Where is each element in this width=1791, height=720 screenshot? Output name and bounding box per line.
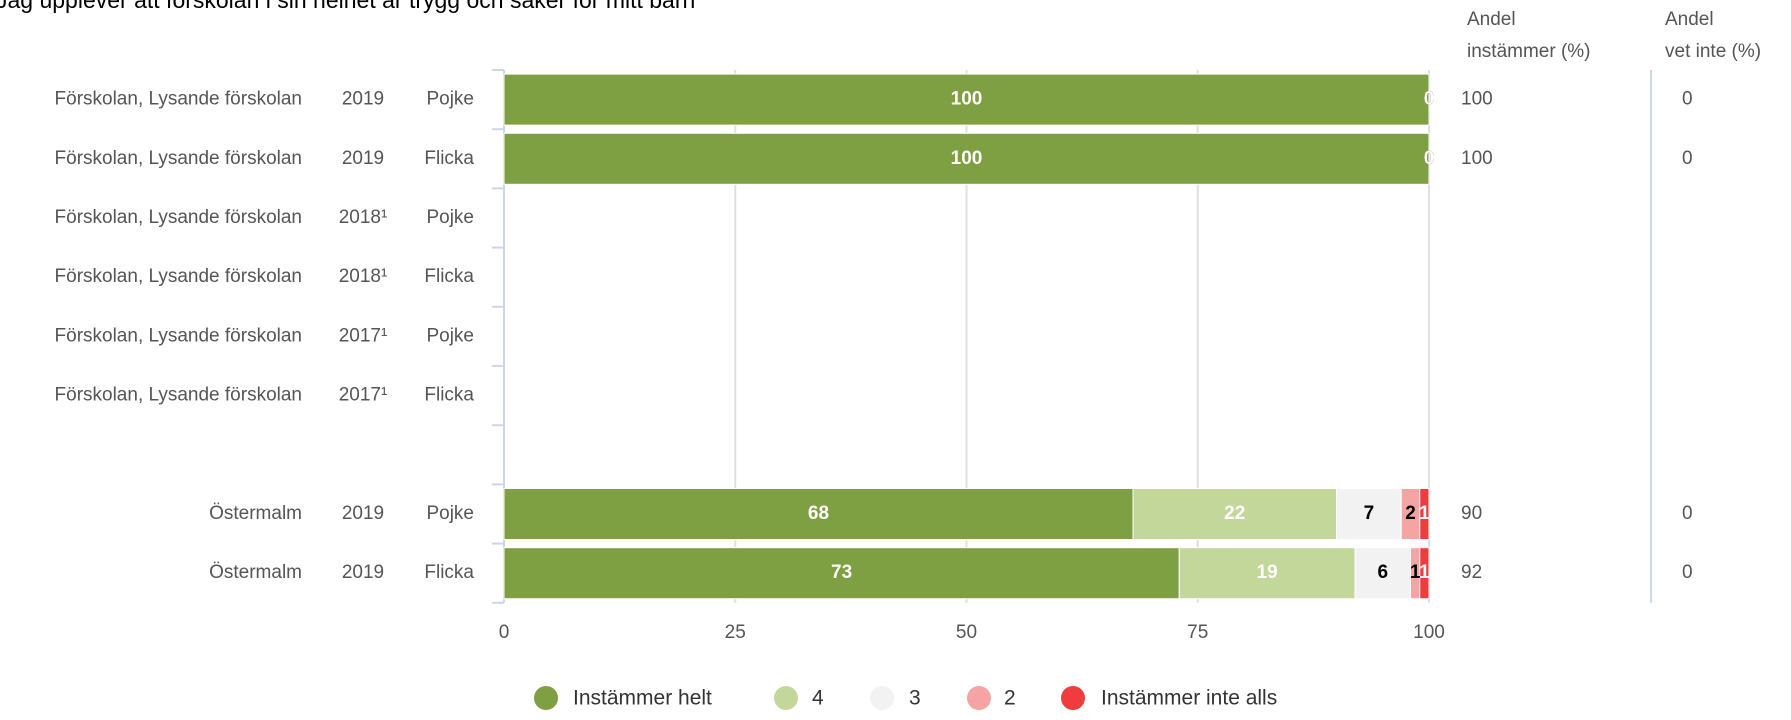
bar-segment [503, 488, 1134, 540]
row-gender-label: Pojke [426, 503, 474, 524]
bar-segment [503, 132, 1430, 185]
row-gender-label: Pojke [426, 207, 474, 228]
data-label: 0 [1424, 89, 1435, 110]
data-label: 0 [1424, 89, 1435, 110]
legend-label: 4 [812, 687, 824, 710]
legend-label: Instämmer inte alls [1101, 687, 1277, 710]
row-group-label: Östermalm [209, 562, 302, 583]
row-year-label: 2017¹ [339, 325, 388, 346]
bar-segment [503, 547, 1180, 600]
data-label: 0 [1424, 89, 1435, 110]
row-gender-label: Flicka [424, 266, 474, 287]
bar-segment [1132, 488, 1337, 540]
data-label: 1 [1410, 562, 1421, 583]
data-label: 22 [1224, 503, 1245, 524]
column-value: 0 [1682, 148, 1693, 169]
data-label: 100 [951, 89, 983, 110]
row-group-label: Östermalm [209, 503, 302, 524]
column-header: vet inte (%) [1665, 41, 1761, 62]
column-value: 100 [1461, 89, 1493, 110]
data-label: 1 [1419, 562, 1430, 583]
bar-segment [1178, 547, 1356, 600]
column-value: 100 [1461, 148, 1493, 169]
column-header: instämmer (%) [1467, 41, 1591, 62]
legend-marker [774, 686, 798, 710]
row-year-label: 2018¹ [339, 207, 388, 228]
row-gender-label: Flicka [424, 562, 474, 583]
legend-label: 3 [909, 687, 921, 710]
column-value: 0 [1682, 89, 1693, 110]
data-label: 68 [808, 503, 829, 524]
data-label: 73 [831, 562, 852, 583]
bar-segment [1419, 488, 1430, 540]
bar-segment [503, 73, 1430, 126]
legend-marker [870, 686, 894, 710]
column-header: Andel [1467, 9, 1516, 30]
x-tick-label: 25 [725, 622, 746, 643]
data-label: 0 [1424, 89, 1435, 110]
legend-marker [1061, 686, 1085, 710]
column-value: 92 [1461, 562, 1482, 583]
column-value: 0 [1682, 503, 1693, 524]
row-year-label: 2019 [342, 148, 384, 169]
data-label: 2 [1405, 503, 1416, 524]
data-label: 0 [1424, 148, 1435, 169]
x-tick-label: 50 [956, 622, 977, 643]
row-gender-label: Flicka [424, 148, 474, 169]
row-group-label: Förskolan, Lysande förskolan [55, 385, 302, 406]
data-label: 7 [1364, 503, 1375, 524]
data-label: 1 [1419, 503, 1430, 524]
data-label: 100 [951, 148, 983, 169]
row-gender-label: Pojke [426, 325, 474, 346]
row-year-label: 2018¹ [339, 266, 388, 287]
row-group-label: Förskolan, Lysande förskolan [55, 266, 302, 287]
row-gender-label: Pojke [426, 89, 474, 110]
data-label: 0 [1424, 148, 1435, 169]
row-group-label: Förskolan, Lysande förskolan [55, 148, 302, 169]
legend-marker [967, 686, 991, 710]
row-gender-label: Flicka [424, 385, 474, 406]
x-tick-label: 75 [1187, 622, 1208, 643]
row-year-label: 2019 [342, 503, 384, 524]
row-year-label: 2017¹ [339, 385, 388, 406]
row-year-label: 2019 [342, 89, 384, 110]
row-group-label: Förskolan, Lysande förskolan [55, 207, 302, 228]
column-header: Andel [1665, 9, 1714, 30]
bar-segment [1354, 547, 1411, 600]
x-tick-label: 0 [499, 622, 510, 643]
bar-segment [1419, 547, 1430, 600]
legend-marker [534, 686, 558, 710]
data-label: 6 [1377, 562, 1388, 583]
column-value: 90 [1461, 503, 1482, 524]
data-label: 0 [1424, 148, 1435, 169]
row-group-label: Förskolan, Lysande förskolan [55, 89, 302, 110]
column-value: 0 [1682, 562, 1693, 583]
legend-label: Instämmer helt [573, 687, 712, 710]
chart-title: Jag upplever att förskolan i sin helhet … [0, 0, 695, 13]
legend-label: 2 [1004, 687, 1016, 710]
data-label: 19 [1257, 562, 1278, 583]
data-label: 0 [1424, 148, 1435, 169]
x-tick-label: 100 [1413, 622, 1445, 643]
row-group-label: Förskolan, Lysande förskolan [55, 325, 302, 346]
row-year-label: 2019 [342, 562, 384, 583]
